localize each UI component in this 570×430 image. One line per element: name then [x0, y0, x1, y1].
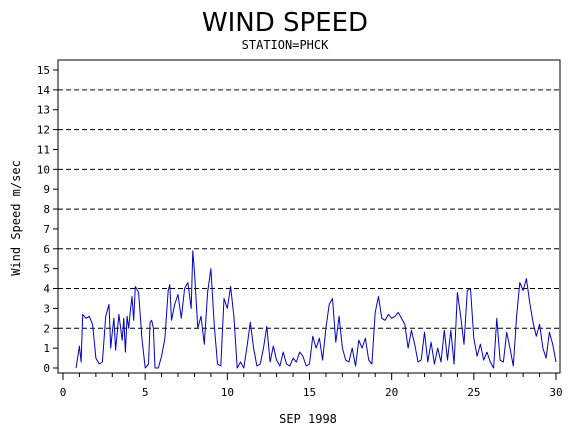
series-line-0: [75, 250, 557, 369]
y-tick-label: 2: [43, 322, 50, 335]
y-tick-label: 8: [43, 203, 50, 216]
x-tick-label: 15: [303, 386, 316, 399]
plot-frame: [57, 59, 561, 374]
y-tick-label: 5: [43, 263, 50, 276]
x-axis-ticks: 0 5 10 15 20 25 30: [60, 373, 563, 399]
y-tick-label: 1: [43, 342, 50, 355]
data-series: [75, 250, 557, 369]
y-tick-label: 13: [37, 104, 50, 117]
x-tick-label: 25: [467, 386, 480, 399]
x-tick-label: 30: [549, 386, 562, 399]
chart-title: WIND SPEED: [202, 8, 368, 38]
y-tick-label: 6: [43, 243, 50, 256]
grid-lines: [58, 89, 560, 329]
y-tick-label: 11: [37, 143, 50, 156]
y-tick-label: 0: [43, 362, 50, 375]
x-tick-label: 10: [221, 386, 234, 399]
y-axis-label: Wind Speed m/sec: [9, 160, 23, 276]
y-tick-label: 4: [43, 283, 50, 296]
y-tick-label: 7: [43, 223, 50, 236]
x-axis-label: SEP 1998: [279, 412, 337, 426]
x-tick-label: 5: [142, 386, 149, 399]
y-tick-label: 10: [37, 163, 50, 176]
y-tick-label: 12: [37, 124, 50, 137]
y-tick-label: 9: [43, 183, 50, 196]
y-tick-label: 15: [37, 64, 50, 77]
y-tick-label: 14: [37, 84, 51, 97]
chart-subtitle: STATION=PHCK: [242, 38, 329, 52]
x-tick-label: 20: [385, 386, 398, 399]
y-tick-label: 3: [43, 302, 50, 315]
x-tick-label: 0: [60, 386, 67, 399]
